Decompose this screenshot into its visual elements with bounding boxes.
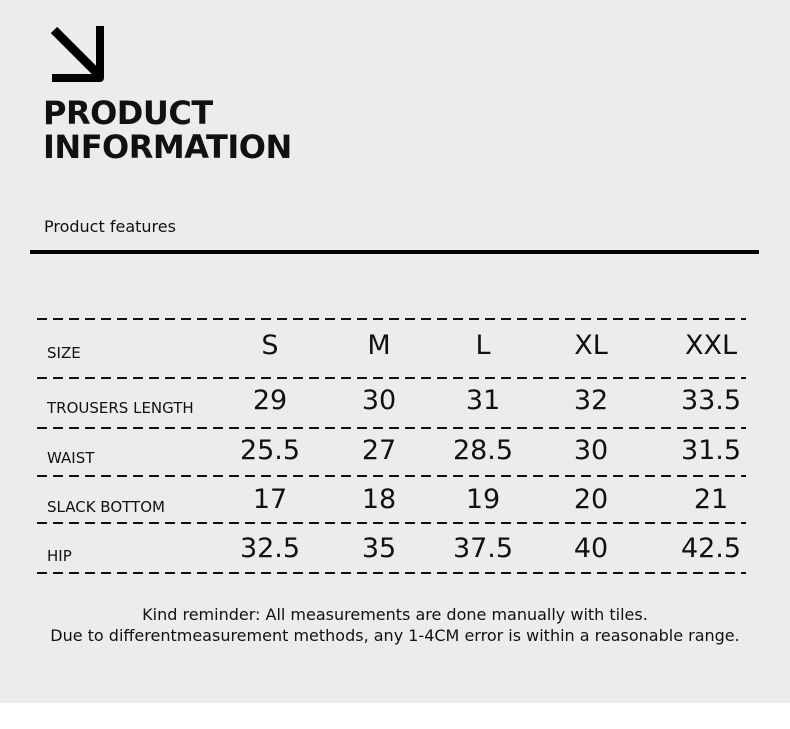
dashed-divider [37, 572, 746, 574]
divider [30, 250, 759, 254]
product-info-panel: PRODUCT INFORMATION Product features SIZ… [0, 0, 790, 703]
row-label: TROUSERS LENGTH [47, 399, 194, 417]
cell-value: 30 [573, 435, 609, 466]
cell-value: 30 [361, 385, 397, 416]
cell-value: S [261, 330, 279, 361]
cell-value: 32 [573, 385, 609, 416]
cell-value: 25.5 [239, 435, 301, 466]
page-title: PRODUCT INFORMATION [43, 96, 292, 164]
cell-value: 33.5 [680, 385, 742, 416]
cell-value: 35 [361, 533, 397, 564]
cell-value: 31.5 [680, 435, 742, 466]
table-row: HIP 32.5 35 37.5 40 42.5 [0, 533, 790, 573]
row-label: SIZE [47, 344, 81, 362]
dashed-divider [37, 377, 746, 379]
table-row: SLACK BOTTOM 17 18 19 20 21 [0, 484, 790, 524]
title-line-2: INFORMATION [43, 128, 292, 166]
cell-value: 17 [252, 484, 288, 515]
dashed-divider [37, 318, 746, 320]
dashed-divider [37, 475, 746, 477]
cell-value: 37.5 [452, 533, 514, 564]
row-label: WAIST [47, 449, 95, 467]
cell-value: 27 [361, 435, 397, 466]
cell-value: 28.5 [452, 435, 514, 466]
cell-value: M [367, 330, 391, 361]
cell-value: 40 [573, 533, 609, 564]
cell-value: 21 [693, 484, 729, 515]
cell-value: XL [574, 330, 608, 361]
cell-value: 32.5 [239, 533, 301, 564]
cell-value: 29 [252, 385, 288, 416]
note-line-2: Due to differentmeasurement methods, any… [50, 626, 740, 645]
cell-value: 18 [361, 484, 397, 515]
row-label: HIP [47, 547, 72, 565]
cell-value: L [475, 330, 491, 361]
cell-value: 20 [573, 484, 609, 515]
table-row: TROUSERS LENGTH 29 30 31 32 33.5 [0, 385, 790, 425]
cell-value: 42.5 [680, 533, 742, 564]
table-row: WAIST 25.5 27 28.5 30 31.5 [0, 435, 790, 475]
cell-value: 19 [465, 484, 501, 515]
note-line-1: Kind reminder: All measurements are done… [142, 605, 648, 624]
cell-value: XXL [684, 330, 738, 361]
dashed-divider [37, 522, 746, 524]
header-row: SIZE S M L XL XXL [0, 330, 790, 370]
row-label: SLACK BOTTOM [47, 498, 165, 516]
cell-value: 31 [465, 385, 501, 416]
arrow-down-right-icon [50, 26, 104, 82]
section-subtitle: Product features [44, 217, 176, 236]
title-line-1: PRODUCT [43, 94, 213, 132]
dashed-divider [37, 427, 746, 429]
